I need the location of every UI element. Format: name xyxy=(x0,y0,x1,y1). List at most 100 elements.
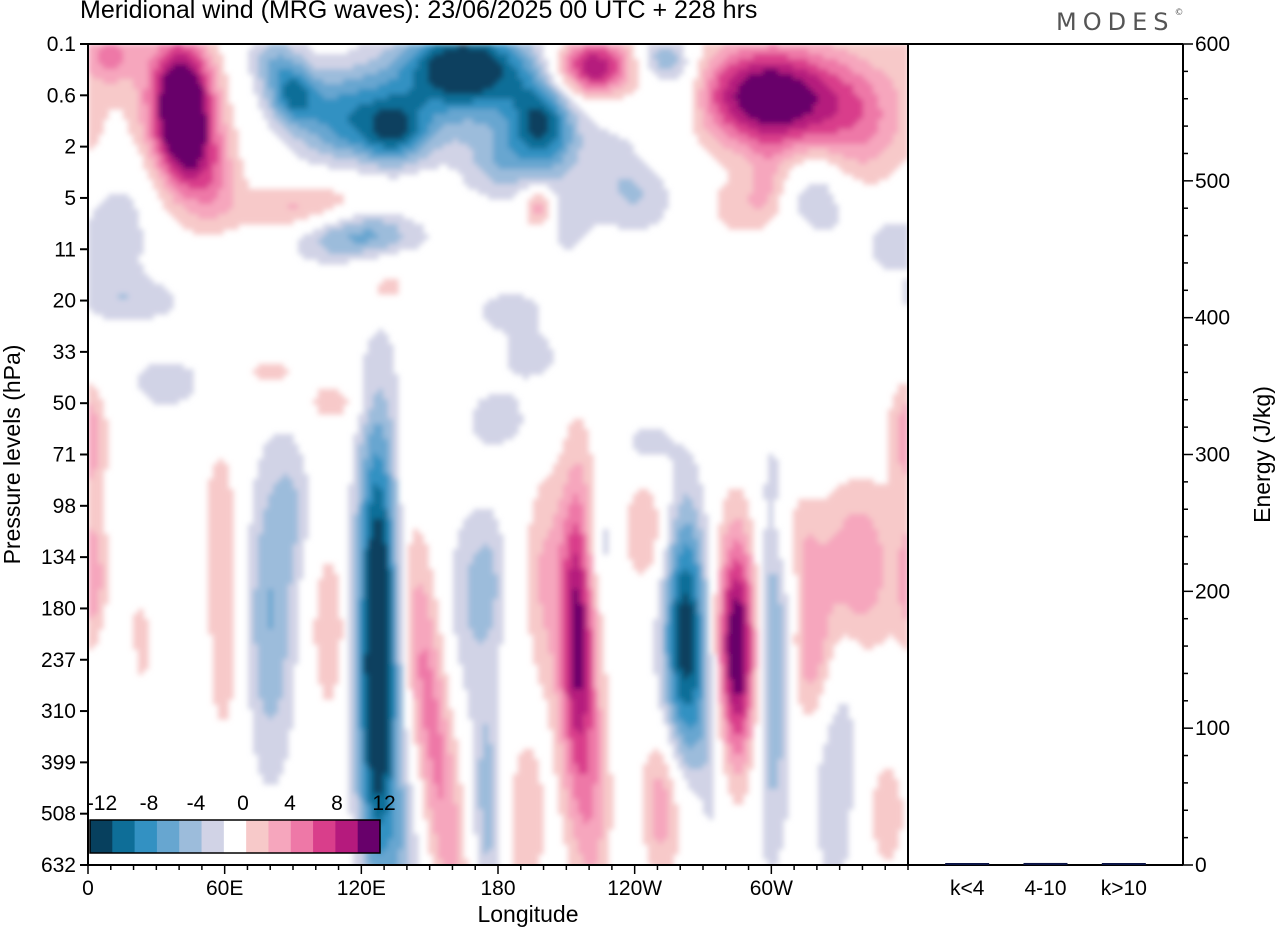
field-cell xyxy=(678,504,694,510)
field-cell xyxy=(703,614,709,620)
field-cell xyxy=(88,244,144,250)
field-cell xyxy=(553,659,559,665)
field-cell xyxy=(363,144,384,150)
field-cell xyxy=(408,649,414,655)
field-cell xyxy=(643,189,669,195)
field-cell xyxy=(88,49,99,55)
field-cell xyxy=(253,709,264,715)
field-cell xyxy=(458,529,499,535)
field-cell xyxy=(398,54,414,60)
field-cell xyxy=(763,684,769,690)
energy-tick-label: 500 xyxy=(1195,170,1230,193)
field-cell xyxy=(663,674,669,680)
field-cell xyxy=(363,724,369,730)
field-cell xyxy=(763,669,769,675)
field-cell xyxy=(153,399,179,405)
field-cell xyxy=(663,584,669,590)
field-cell xyxy=(893,399,908,405)
field-cell xyxy=(898,429,908,435)
field-cell xyxy=(583,519,589,525)
field-cell xyxy=(698,99,709,105)
field-cell xyxy=(588,819,604,825)
field-cell xyxy=(728,554,749,560)
field-cell xyxy=(583,819,589,825)
field-cell xyxy=(428,824,434,830)
field-cell xyxy=(138,94,144,100)
field-cell xyxy=(558,124,564,130)
field-cell xyxy=(408,44,424,50)
field-cell xyxy=(698,639,704,645)
field-cell xyxy=(718,549,724,555)
field-cell xyxy=(718,594,724,600)
field-cell xyxy=(318,394,344,400)
field-cell xyxy=(353,614,359,620)
field-cell xyxy=(253,634,289,640)
field-cell xyxy=(683,599,689,605)
field-cell xyxy=(583,589,589,595)
field-cell xyxy=(228,144,239,150)
field-cell xyxy=(798,499,908,505)
field-cell xyxy=(213,94,219,100)
field-cell xyxy=(573,134,584,140)
field-cell xyxy=(373,784,384,790)
field-cell xyxy=(163,74,199,80)
field-cell xyxy=(563,579,569,585)
field-cell xyxy=(718,189,754,195)
field-cell xyxy=(263,509,299,515)
field-cell xyxy=(438,844,459,850)
field-cell xyxy=(673,694,679,700)
field-cell xyxy=(668,519,674,525)
field-cell xyxy=(358,714,364,720)
field-cell xyxy=(398,579,404,585)
field-cell xyxy=(213,689,234,695)
field-cell xyxy=(288,649,299,655)
field-cell xyxy=(798,619,804,625)
field-cell xyxy=(353,609,359,615)
field-cell xyxy=(673,684,679,690)
field-cell xyxy=(818,839,849,845)
field-cell xyxy=(383,529,389,535)
field-cell xyxy=(748,549,754,555)
field-cell xyxy=(508,134,519,140)
field-cell xyxy=(683,524,694,530)
field-cell xyxy=(258,104,269,110)
field-cell xyxy=(308,94,324,100)
field-cell xyxy=(443,124,489,130)
field-cell xyxy=(698,509,704,515)
field-cell xyxy=(158,99,204,105)
field-cell xyxy=(568,474,584,480)
field-cell xyxy=(368,814,374,820)
field-cell xyxy=(558,644,564,650)
field-cell xyxy=(493,614,504,620)
field-cell xyxy=(358,724,364,730)
field-cell xyxy=(588,519,594,525)
field-cell xyxy=(98,424,109,430)
field-cell xyxy=(728,179,754,185)
field-cell xyxy=(783,729,789,735)
field-cell xyxy=(258,549,294,555)
field-cell xyxy=(578,799,594,805)
field-cell xyxy=(283,84,304,90)
field-cell xyxy=(268,714,274,720)
field-cell xyxy=(588,609,594,615)
field-cell xyxy=(528,209,534,215)
field-cell xyxy=(548,699,559,705)
field-cell xyxy=(813,224,834,230)
field-cell xyxy=(358,809,364,815)
field-cell xyxy=(718,79,729,85)
field-cell xyxy=(88,594,99,600)
field-cell xyxy=(138,109,149,115)
field-cell xyxy=(358,669,364,675)
field-cell xyxy=(903,284,908,290)
field-cell xyxy=(733,709,744,715)
field-cell xyxy=(903,469,908,475)
field-cell xyxy=(683,739,699,745)
field-cell xyxy=(388,684,394,690)
field-cell xyxy=(463,674,499,680)
field-cell xyxy=(423,54,434,60)
field-cell xyxy=(248,69,259,75)
field-cell xyxy=(218,109,224,115)
field-cell xyxy=(363,364,394,370)
field-cell xyxy=(573,634,584,640)
field-cell xyxy=(728,574,744,580)
